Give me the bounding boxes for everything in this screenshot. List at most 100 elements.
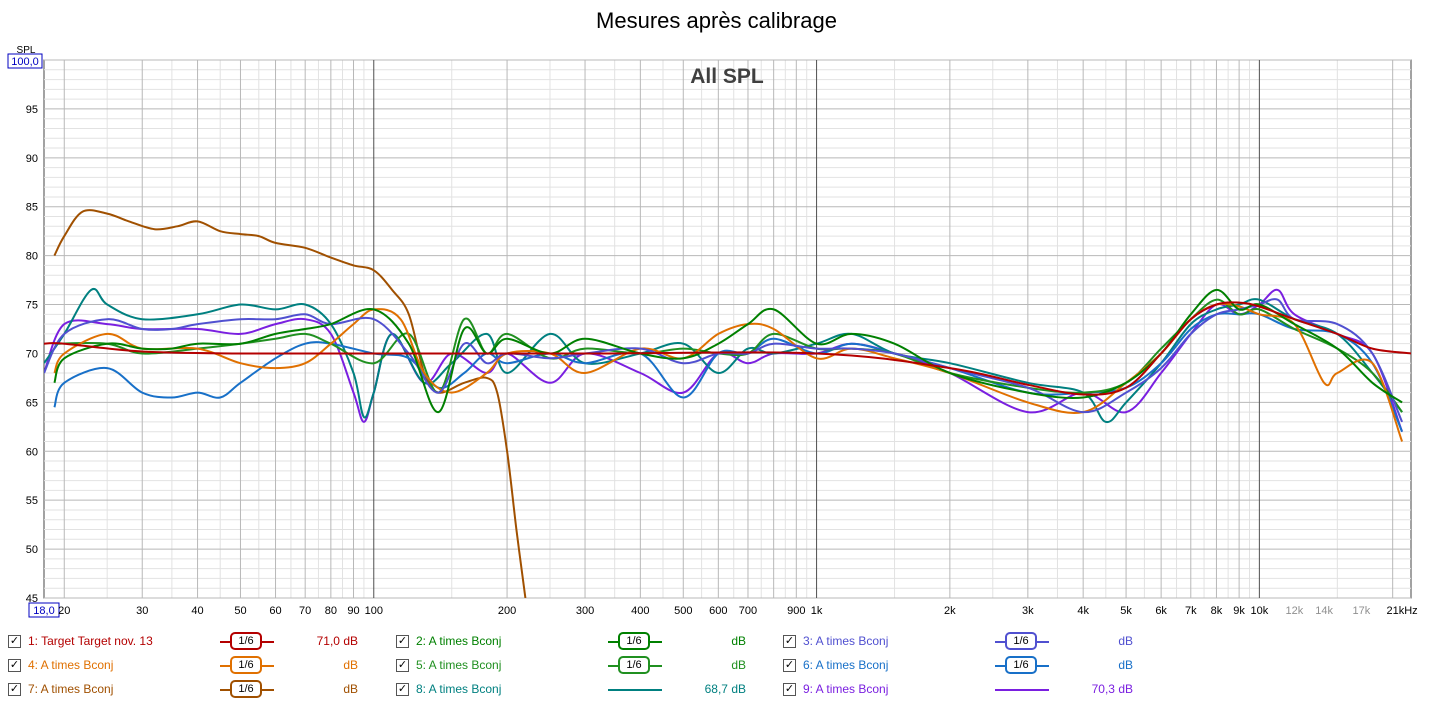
series-line-2	[53, 288, 1403, 414]
y-tick-label: 55	[26, 495, 38, 507]
x-tick-label: 40	[191, 605, 203, 617]
legend-item-5: ✓ 5: A times Bconj 1/6 dB	[396, 656, 766, 676]
x-min-value: 18,0	[33, 605, 54, 617]
y-tick-label: 75	[26, 300, 38, 312]
series-visibility-checkbox[interactable]: ✓	[396, 683, 409, 696]
y-axis-unit-label: SPL	[17, 45, 36, 56]
legend-item-4: ✓ 4: A times Bconj 1/6 dB	[8, 656, 378, 676]
x-tick-label: 30	[136, 605, 148, 617]
series-visibility-checkbox[interactable]: ✓	[8, 635, 21, 648]
legend-series-name: 3: A times Bconj	[803, 634, 889, 648]
smoothing-button[interactable]: 1/6	[618, 656, 650, 674]
spl-chart[interactable]: All SPL SPL 100,0 18,0 95 90 85 80 75 70 65 60 5…	[0, 0, 1433, 620]
y-tick-label: 90	[26, 153, 38, 165]
x-tick-label: 8k	[1211, 605, 1223, 617]
legend-series-name: 4: A times Bconj	[28, 658, 114, 672]
x-tick-label: 60	[269, 605, 281, 617]
y-max-input-box[interactable]	[7, 53, 43, 69]
legend-series-level: dB	[343, 682, 358, 696]
x-tick-label: 700	[739, 605, 757, 617]
y-max-value: 100,0	[11, 56, 39, 68]
legend-series-name: 6: A times Bconj	[803, 658, 889, 672]
y-tick-label: 65	[26, 397, 38, 409]
series-visibility-checkbox[interactable]: ✓	[8, 659, 21, 672]
smoothing-button[interactable]: 1/6	[618, 632, 650, 650]
series-line-3	[44, 298, 1404, 423]
y-tick-label: 70	[26, 348, 38, 360]
x-tick-label: 1k	[811, 605, 823, 617]
legend-series-name: 1: Target Target nov. 13	[28, 634, 153, 648]
smoothing-button[interactable]: 1/6	[1005, 656, 1037, 674]
legend-series-level: 68,7 dB	[704, 682, 746, 696]
legend-series-name: 7: A times Bconj	[28, 682, 114, 696]
x-tick-label: 70	[299, 605, 311, 617]
chart-title: All SPL	[690, 65, 764, 88]
legend-item-1: ✓ 1: Target Target nov. 13 1/6 71,0 dB	[8, 632, 378, 652]
legend-item-6: ✓ 6: A times Bconj 1/6 dB	[783, 656, 1153, 676]
series-line-8	[44, 287, 1403, 423]
x-tick-label: 600	[709, 605, 727, 617]
minor-grid	[44, 60, 1411, 598]
y-tick-label: 45	[26, 593, 38, 605]
series-line-6	[53, 312, 1404, 433]
legend-item-7: ✓ 7: A times Bconj 1/6 dB	[8, 680, 378, 700]
x-tick-label: 9k	[1233, 605, 1245, 617]
y-tick-label: 95	[26, 104, 38, 116]
x-tick-label: 100	[365, 605, 383, 617]
page-title: Mesures après calibrage	[596, 8, 837, 33]
series-visibility-checkbox[interactable]: ✓	[783, 683, 796, 696]
legend-series-name: 9: A times Bconj	[803, 682, 889, 696]
smoothing-button[interactable]: 1/6	[230, 632, 262, 650]
smoothing-button[interactable]: 1/6	[1005, 632, 1037, 650]
legend-item-3: ✓ 3: A times Bconj 1/6 dB	[783, 632, 1153, 652]
x-tick-label: 21kHz	[1386, 605, 1417, 617]
x-tick-label: 900	[787, 605, 805, 617]
legend-series-level: dB	[731, 634, 746, 648]
legend-series-level: dB	[343, 658, 358, 672]
legend-series-name: 5: A times Bconj	[416, 658, 502, 672]
x-tick-label: 400	[631, 605, 649, 617]
legend-series-level: dB	[1118, 634, 1133, 648]
y-tick-labels: 95 90 85 80 75 70 65 60 55 50 45	[26, 104, 38, 605]
x-tick-label: 2k	[944, 605, 956, 617]
series-visibility-checkbox[interactable]: ✓	[783, 659, 796, 672]
x-tick-label: 50	[234, 605, 246, 617]
x-min-input-box[interactable]	[28, 602, 60, 618]
x-tick-label: 5k	[1120, 605, 1132, 617]
y-tick-label: 80	[26, 251, 38, 263]
x-tick-label: 12k	[1286, 605, 1304, 617]
series-visibility-checkbox[interactable]: ✓	[396, 659, 409, 672]
legend-series-level: 70,3 dB	[1091, 682, 1133, 696]
legend-series-name: 2: A times Bconj	[416, 634, 502, 648]
legend-item-2: ✓ 2: A times Bconj 1/6 dB	[396, 632, 766, 652]
legend-series-level: 71,0 dB	[316, 634, 358, 648]
y-tick-label: 85	[26, 202, 38, 214]
x-tick-label: 4k	[1077, 605, 1089, 617]
x-tick-label: 80	[325, 605, 337, 617]
smoothing-button[interactable]: 1/6	[230, 656, 262, 674]
legend-series-level: dB	[1118, 658, 1133, 672]
series-visibility-checkbox[interactable]: ✓	[8, 683, 21, 696]
series-visibility-checkbox[interactable]: ✓	[396, 635, 409, 648]
legend-series-level: dB	[731, 658, 746, 672]
legend-series-name: 8: A times Bconj	[416, 682, 502, 696]
series-line-1	[44, 301, 1411, 396]
y-tick-label: 60	[26, 446, 38, 458]
x-tick-label: 3k	[1022, 605, 1034, 617]
legend-item-8: ✓ 8: A times Bconj 68,7 dB	[396, 680, 766, 700]
x-tick-label: 17k	[1353, 605, 1371, 617]
x-tick-label: 10k	[1250, 605, 1268, 617]
legend-line-swatch	[608, 689, 662, 691]
legend-line-swatch	[995, 689, 1049, 691]
x-tick-label: 20	[58, 605, 70, 617]
series-visibility-checkbox[interactable]: ✓	[783, 635, 796, 648]
legend-item-9: ✓ 9: A times Bconj 70,3 dB	[783, 680, 1153, 700]
x-tick-label: 14k	[1315, 605, 1333, 617]
x-tick-label: 300	[576, 605, 594, 617]
smoothing-button[interactable]: 1/6	[230, 680, 262, 698]
curves	[44, 209, 1411, 598]
x-tick-labels: 20 30 40 50 60 70 80 90 100 200 300 400 500 600 700 900…	[58, 605, 1418, 617]
x-tick-label: 200	[498, 605, 516, 617]
y-tick-label: 50	[26, 544, 38, 556]
x-tick-label: 500	[674, 605, 692, 617]
